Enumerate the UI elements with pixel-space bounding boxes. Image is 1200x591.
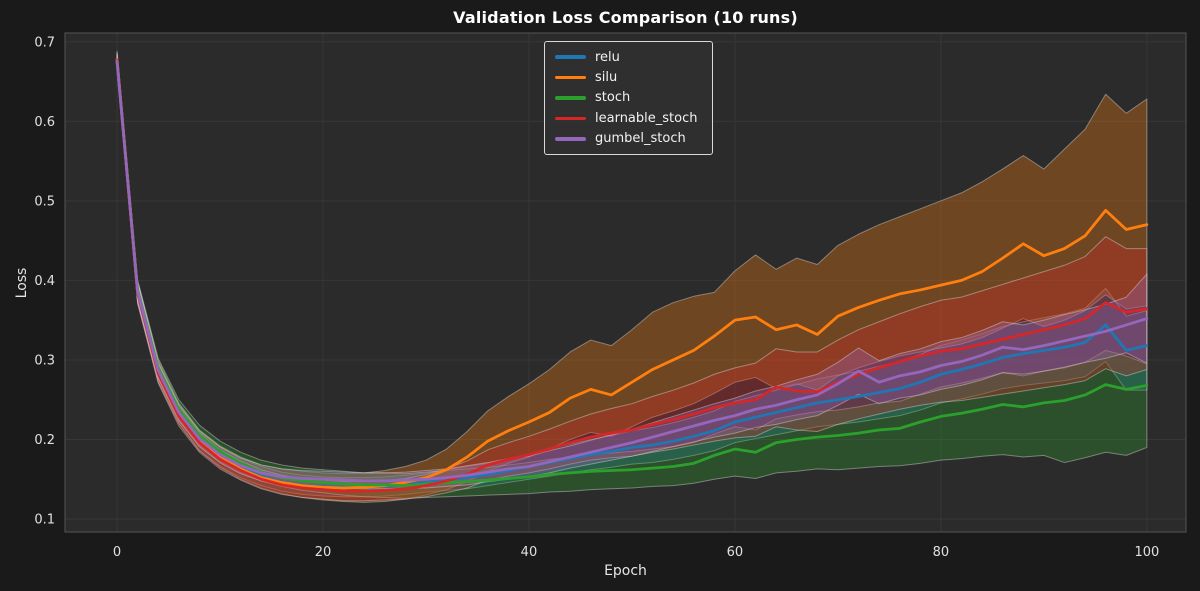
legend-line-icon [555,55,586,59]
y-tick-label: 0.4 [34,274,55,289]
y-tick-label: 0.2 [34,433,55,448]
series-line-gumbel_stoch [115,59,1149,483]
legend-label: relu [595,49,620,65]
legend-item-stoch: stoch [555,88,702,108]
x-tick-label: 80 [933,545,950,560]
band-learnable_stoch [116,52,1148,502]
y-tick-label: 0.7 [34,35,55,50]
chart-title: Validation Loss Comparison (10 runs) [453,8,798,27]
plot-border [64,32,1187,533]
series-line-silu [115,57,1149,490]
legend-item-relu: relu [555,47,702,67]
legend: relu silu stoch learnable_stoch gumbel_stoch [544,41,713,155]
legend-label: stoch [595,90,631,106]
legend-label: learnable_stoch [595,110,698,126]
y-tick-label: 0.1 [34,513,55,528]
legend-label: gumbel_stoch [595,131,686,147]
legend-item-learnable_stoch: learnable_stoch [555,108,702,128]
legend-line-icon [555,75,586,80]
legend-line-icon [555,137,586,141]
x-axis-label: Epoch [604,563,647,579]
x-tick-label: 20 [315,545,332,560]
y-tick-label: 0.6 [34,115,55,130]
band-relu [116,53,1148,498]
legend-item-silu: silu [555,68,702,88]
legend-line-icon [555,96,586,100]
y-tick-label: 0.3 [34,353,55,368]
legend-label: silu [595,70,618,86]
x-tick-label: 60 [727,545,744,560]
x-tick-label: 40 [521,545,538,560]
legend-line-icon [555,116,586,121]
x-tick-label: 100 [1134,545,1159,560]
series-line-learnable_stoch [115,58,1149,493]
y-tick-label: 0.5 [34,194,55,209]
legend-item-gumbel_stoch: gumbel_stoch [555,129,702,149]
x-tick-label: 0 [113,545,121,560]
y-axis-label: Loss [14,267,30,299]
